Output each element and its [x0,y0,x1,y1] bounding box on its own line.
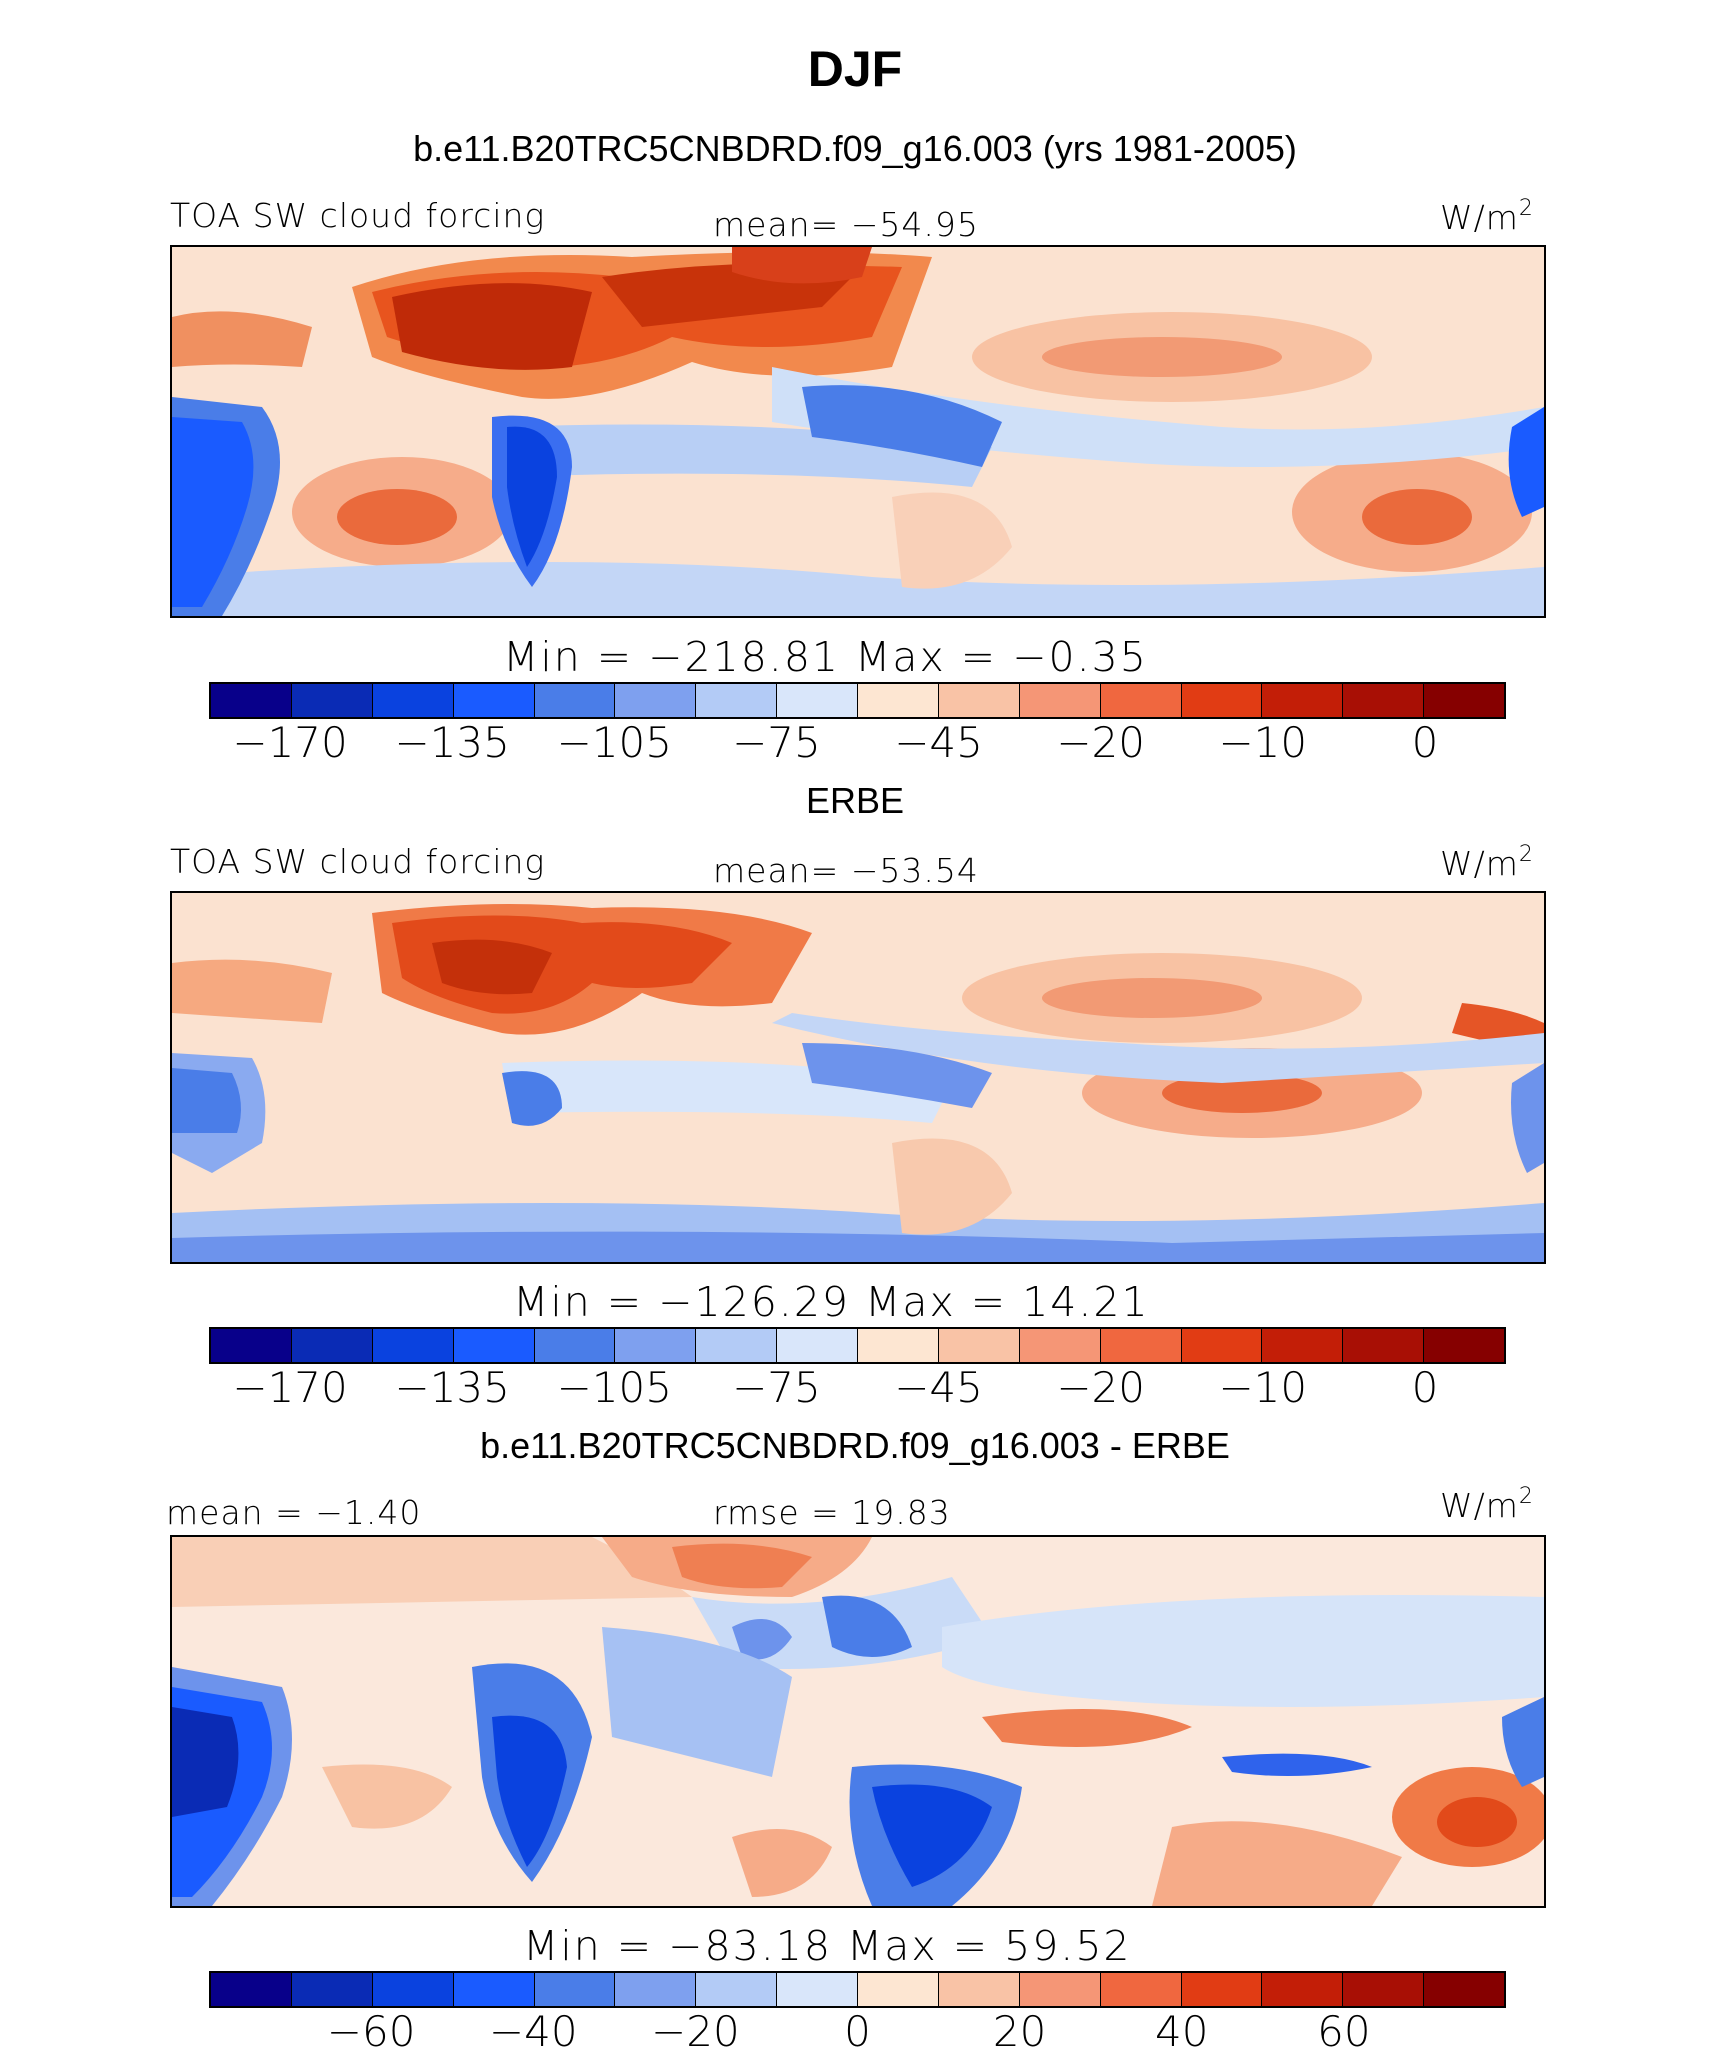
panel-1-colorbar [209,682,1506,719]
panel-3-colorbar [209,1971,1506,2008]
colorbar-swatch [1343,1973,1425,2006]
colorbar-tick-label: 0 [844,2007,871,2056]
colorbar-swatch [372,1329,454,1362]
colorbar-swatch [534,1329,616,1362]
colorbar-swatch [1181,1973,1263,2006]
colorbar-swatch [1343,1329,1425,1362]
panel-3-mean-label: mean = −1.40 [166,1493,422,1532]
colorbar-tick-label: −45 [894,1363,983,1412]
colorbar-swatch [858,1973,939,2006]
colorbar-tick-label: −170 [232,1363,348,1412]
panel-2-minmax: Min = −126.29 Max = 14.21 [513,1278,1150,1326]
panel-2-mean-label: mean= −53.54 [713,851,979,890]
panel-2-colorbar [209,1327,1506,1364]
colorbar-swatch [1181,684,1263,717]
panel-3-units-label: W/m2 [1440,1484,1534,1525]
colorbar-swatch [615,684,697,717]
colorbar-tick-label: 60 [1317,2007,1371,2056]
panel-1-map [170,245,1546,618]
colorbar-swatch [534,684,616,717]
colorbar-swatch [696,1329,778,1362]
colorbar-tick-label: −20 [651,2007,740,2056]
colorbar-swatch [777,684,858,717]
figure-title: DJF [807,41,903,97]
colorbar-swatch [696,1973,778,2006]
colorbar-tick-label: −135 [394,1363,510,1412]
panel-3-minmax: Min = −83.18 Max = 59.52 [523,1922,1132,1970]
colorbar-swatch [1019,684,1101,717]
colorbar-swatch [453,1329,535,1362]
colorbar-tick-label: −170 [232,718,348,767]
colorbar-swatch [938,1329,1020,1362]
colorbar-swatch [1424,1973,1504,2006]
colorbar-swatch [696,684,778,717]
colorbar-swatch [1019,1329,1101,1362]
colorbar-swatch [291,1329,373,1362]
colorbar-tick-label: −75 [732,1363,821,1412]
colorbar-swatch [938,684,1020,717]
colorbar-swatch [1262,1973,1344,2006]
panel-2-units-label: W/m2 [1440,842,1534,883]
colorbar-tick-label: −105 [556,718,672,767]
panel-2-variable-label: TOA SW cloud forcing [170,842,546,881]
panel-1-subtitle: b.e11.B20TRC5CNBDRD.f09_g16.003 (yrs 198… [413,128,1297,169]
colorbar-swatch [534,1973,616,2006]
panel-1-minmax: Min = −218.81 Max = −0.35 [503,633,1148,681]
colorbar-tick-label: −40 [488,2007,578,2056]
colorbar-tick-label: 0 [1411,1363,1439,1412]
colorbar-swatch [453,1973,535,2006]
colorbar-swatch [858,684,939,717]
colorbar-swatch [858,1329,939,1362]
colorbar-swatch [211,684,292,717]
colorbar-tick-label: −60 [326,2007,416,2056]
colorbar-swatch [372,684,454,717]
panel-2-map [170,891,1546,1264]
colorbar-swatch [1181,1329,1263,1362]
colorbar-tick-label: 20 [992,2007,1047,2056]
panel-3-map [170,1535,1546,1908]
colorbar-swatch [1343,684,1425,717]
colorbar-swatch [1019,1973,1101,2006]
colorbar-swatch [211,1329,292,1362]
colorbar-tick-label: −10 [1218,718,1308,767]
panel-3-rmse-label: rmse = 19.83 [713,1493,951,1532]
panel-2-subtitle: ERBE [805,780,905,821]
colorbar-swatch [211,1973,292,2006]
colorbar-swatch [1262,684,1344,717]
colorbar-tick-label: −10 [1218,1363,1308,1412]
colorbar-tick-label: 0 [1411,718,1439,767]
panel-3-subtitle: b.e11.B20TRC5CNBDRD.f09_g16.003 - ERBE [480,1425,1230,1466]
colorbar-swatch [291,684,373,717]
colorbar-swatch [1262,1329,1344,1362]
colorbar-swatch [777,1329,858,1362]
colorbar-swatch [453,684,535,717]
colorbar-swatch [1424,1329,1504,1362]
colorbar-tick-label: −105 [556,1363,672,1412]
colorbar-tick-label: 40 [1155,2007,1209,2056]
colorbar-tick-label: −135 [394,718,510,767]
colorbar-swatch [777,1973,858,2006]
colorbar-tick-label: −20 [1056,1363,1146,1412]
colorbar-swatch [1100,1329,1182,1362]
colorbar-swatch [615,1329,697,1362]
colorbar-swatch [1424,684,1504,717]
panel-1-units-label: W/m2 [1440,196,1534,237]
colorbar-swatch [1100,1973,1182,2006]
colorbar-swatch [1100,684,1182,717]
colorbar-swatch [372,1973,454,2006]
panel-1-variable-label: TOA SW cloud forcing [170,196,546,235]
colorbar-tick-label: −75 [732,718,821,767]
colorbar-swatch [615,1973,697,2006]
panel-1-mean-label: mean= −54.95 [713,205,979,244]
colorbar-swatch [938,1973,1020,2006]
colorbar-tick-label: −45 [894,718,983,767]
colorbar-tick-label: −20 [1056,718,1146,767]
colorbar-swatch [291,1973,373,2006]
